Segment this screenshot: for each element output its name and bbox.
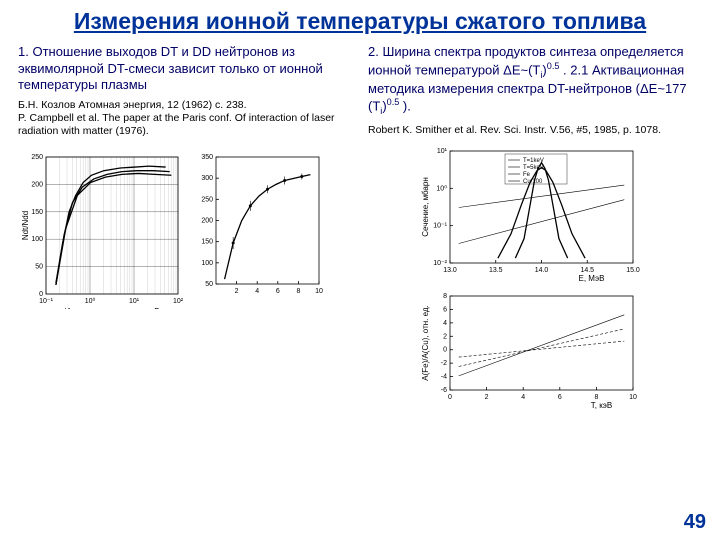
svg-text:T, кэВ: T, кэВ: [591, 401, 612, 410]
left-chart-1: 0 50 100 150 200 250 10⁻¹ 10⁰ 10¹ 10² Ndt/Ndd Ионна…: [18, 149, 188, 309]
svg-text:6: 6: [276, 288, 280, 295]
left-chart-2: 50 100 150 200 250 300 350 2 4 6 8 10: [194, 149, 329, 309]
svg-text:150: 150: [31, 208, 43, 215]
svg-text:10⁻²: 10⁻²: [433, 260, 447, 267]
svg-text:0: 0: [448, 394, 452, 401]
right-ref: Robert K. Smither et al. Rev. Sci. Instr…: [368, 124, 702, 137]
svg-text:15.0: 15.0: [626, 267, 640, 274]
svg-text:4: 4: [521, 394, 525, 401]
svg-text:0: 0: [443, 346, 447, 353]
svg-text:350: 350: [201, 154, 213, 161]
svg-text:Сечение, мбарн: Сечение, мбарн: [421, 177, 430, 236]
svg-text:10¹: 10¹: [437, 148, 448, 155]
svg-text:300: 300: [201, 175, 213, 182]
svg-text:E, МэВ: E, МэВ: [579, 274, 605, 283]
svg-text:250: 250: [201, 196, 213, 203]
svg-text:Ndt/Ndd: Ndt/Ndd: [21, 210, 30, 239]
svg-text:T=1keV: T=1keV: [523, 158, 544, 164]
svg-text:4: 4: [443, 319, 447, 326]
svg-text:100: 100: [201, 259, 213, 266]
svg-text:A(Fe)/A(Cu), отн. ед.: A(Fe)/A(Cu), отн. ед.: [421, 305, 430, 381]
page-number: 49: [684, 511, 706, 534]
svg-text:10¹: 10¹: [129, 298, 140, 305]
svg-text:8: 8: [443, 293, 447, 300]
svg-text:10⁻¹: 10⁻¹: [39, 298, 53, 305]
svg-text:Fe: Fe: [523, 172, 531, 178]
svg-text:10²: 10²: [173, 298, 184, 305]
right-column: 2. Ширина спектра продуктов синтеза опре…: [368, 44, 702, 411]
svg-text:13.5: 13.5: [489, 267, 503, 274]
svg-text:14.0: 14.0: [535, 267, 549, 274]
left-column: 1. Отношение выходов DT и DD нейтронов и…: [18, 44, 352, 411]
svg-text:50: 50: [35, 263, 43, 270]
svg-text:2: 2: [485, 394, 489, 401]
svg-text:10⁰: 10⁰: [85, 297, 96, 305]
svg-text:10: 10: [315, 288, 323, 295]
svg-text:8: 8: [296, 288, 300, 295]
svg-text:200: 200: [201, 217, 213, 224]
right-chart-bottom: -6 -4 -2 0 2 4 6 8 0 2 4 6 8 10 A(Fe)/A(Cu), отн. ед. T…: [418, 292, 658, 412]
svg-text:10: 10: [629, 394, 637, 401]
svg-text:100: 100: [31, 236, 43, 243]
svg-text:T=5keV: T=5keV: [523, 165, 544, 171]
left-subtitle: 1. Отношение выходов DT и DD нейтронов и…: [18, 44, 352, 93]
svg-text:-6: -6: [441, 387, 447, 394]
left-ref2: P. Campbell et al. The paper at the Pari…: [18, 112, 352, 138]
svg-text:Cu/100: Cu/100: [523, 179, 543, 185]
svg-text:6: 6: [443, 306, 447, 313]
svg-text:2: 2: [235, 288, 239, 295]
svg-text:14.5: 14.5: [580, 267, 594, 274]
svg-text:Ионная температура, кэВ: Ионная температура, кэВ: [64, 307, 159, 309]
page-title: Измерения ионной температуры сжатого топ…: [0, 0, 720, 44]
svg-text:200: 200: [31, 181, 43, 188]
svg-text:10⁰: 10⁰: [436, 184, 447, 192]
right-subtitle: 2. Ширина спектра продуктов синтеза опре…: [368, 44, 702, 117]
svg-text:50: 50: [205, 281, 213, 288]
right-chart-top: 10⁻² 10⁻¹ 10⁰ 10¹ 13.0 13.5 14.0 14.5 15.0 Сечени…: [418, 145, 658, 290]
svg-text:250: 250: [31, 154, 43, 161]
svg-text:0: 0: [39, 291, 43, 298]
svg-text:10⁻¹: 10⁻¹: [433, 222, 447, 229]
svg-text:8: 8: [594, 394, 598, 401]
svg-text:2: 2: [443, 333, 447, 340]
svg-text:-2: -2: [441, 360, 447, 367]
svg-text:-4: -4: [441, 373, 447, 380]
svg-text:13.0: 13.0: [443, 267, 457, 274]
svg-text:6: 6: [558, 394, 562, 401]
svg-text:150: 150: [201, 238, 213, 245]
svg-text:4: 4: [255, 288, 259, 295]
left-ref1: Б.Н. Козлов Атомная энергия, 12 (1962) с…: [18, 99, 352, 112]
